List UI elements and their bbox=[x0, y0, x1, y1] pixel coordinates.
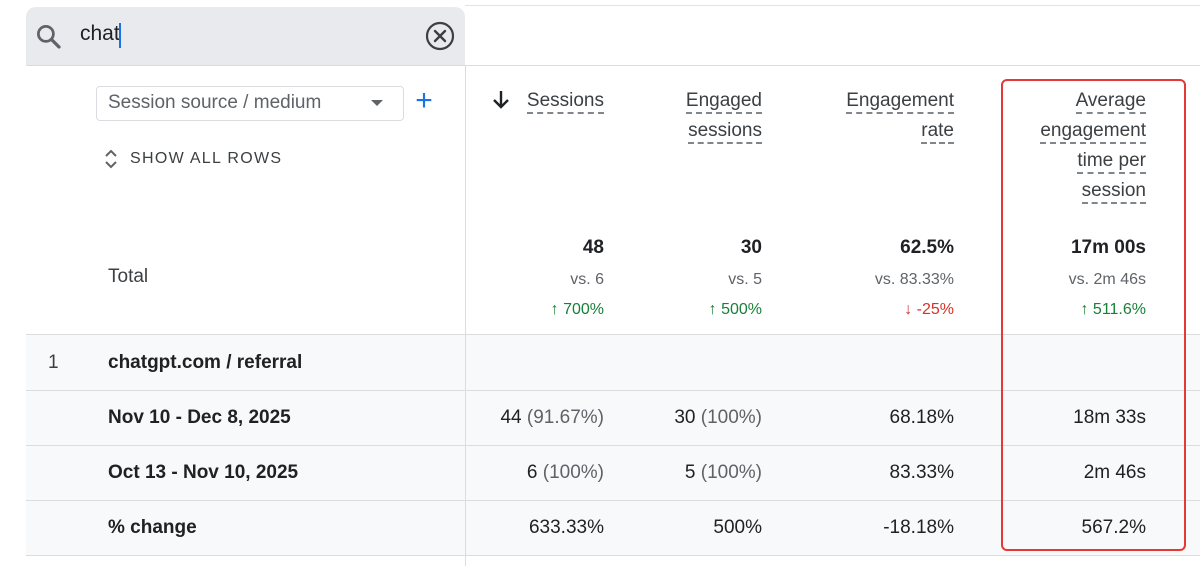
column-header-line: engagement bbox=[1040, 120, 1146, 144]
clear-search-icon[interactable] bbox=[424, 20, 456, 52]
total-avg-engagement-time-change: ↑ 511.6% bbox=[1080, 301, 1146, 319]
total-label: Total bbox=[108, 266, 149, 287]
cell-value: 18m 33s bbox=[1073, 407, 1146, 428]
cell-value: 30 bbox=[674, 407, 696, 428]
row-divider bbox=[26, 555, 1200, 556]
arrow-up-icon: ↑ bbox=[708, 301, 722, 318]
highlight-box bbox=[1001, 79, 1186, 551]
row-label: % change bbox=[108, 517, 197, 538]
arrow-up-icon: ↑ bbox=[1080, 301, 1093, 318]
cell-value: 44 bbox=[500, 407, 522, 428]
column-header-line: session bbox=[1081, 180, 1146, 204]
table-cell: 30 (100%) bbox=[674, 407, 762, 429]
expand-collapse-icon bbox=[105, 149, 117, 169]
total-sessions: 48 bbox=[582, 237, 604, 258]
column-header-line: sessions bbox=[688, 120, 762, 144]
total-engagement-rate-comparison: vs. 83.33% bbox=[874, 271, 954, 288]
column-header-sessions[interactable]: Sessions bbox=[526, 86, 604, 116]
row-divider bbox=[26, 445, 1200, 446]
total-engagement-rate-change: ↓ -25% bbox=[904, 301, 954, 319]
change-value: 511.6% bbox=[1092, 301, 1146, 318]
column-header-line: Average bbox=[1075, 90, 1146, 114]
column-header-line: Engaged bbox=[685, 90, 762, 114]
cell-percent: (91.67%) bbox=[521, 407, 604, 428]
table-cell: 2m 46s bbox=[1084, 462, 1146, 484]
column-header-avg-engagement-time[interactable]: Average engagement time per session bbox=[1040, 86, 1146, 206]
show-all-rows-button[interactable]: SHOW ALL ROWS bbox=[104, 146, 282, 172]
total-sessions-comparison: vs. 6 bbox=[570, 271, 604, 288]
row-label: Nov 10 - Dec 8, 2025 bbox=[108, 407, 291, 428]
cell-percent: (100%) bbox=[537, 462, 604, 483]
dropdown-caret-icon bbox=[371, 100, 383, 106]
row-index: 1 bbox=[48, 352, 59, 373]
cell-value: -18.18% bbox=[883, 517, 954, 538]
column-divider bbox=[465, 335, 466, 566]
table-cell: -18.18% bbox=[883, 517, 954, 539]
column-header-line: Engagement bbox=[846, 90, 954, 114]
column-divider bbox=[465, 65, 466, 566]
row-divider bbox=[26, 390, 1200, 391]
sort-descending-icon[interactable] bbox=[490, 88, 512, 112]
table-cell: 633.33% bbox=[529, 517, 604, 539]
table-cell: 68.18% bbox=[890, 407, 954, 429]
table-cell: 83.33% bbox=[890, 462, 954, 484]
dimension-select[interactable] bbox=[96, 86, 404, 121]
cell-value: 83.33% bbox=[889, 462, 954, 483]
show-all-rows-label: SHOW ALL ROWS bbox=[130, 150, 283, 167]
column-header-engaged-sessions[interactable]: Engaged sessions bbox=[685, 86, 762, 146]
total-sessions-change: ↑ 700% bbox=[551, 301, 604, 319]
search-input[interactable] bbox=[80, 17, 400, 51]
cell-value: 6 bbox=[526, 462, 538, 483]
arrow-up-icon: ↑ bbox=[550, 301, 564, 318]
add-dimension-button[interactable]: + bbox=[415, 84, 433, 117]
cell-value: 633.33% bbox=[528, 517, 604, 538]
header-divider bbox=[26, 65, 1200, 66]
dimension-select-label: Session source / medium bbox=[108, 92, 322, 113]
cell-percent: (100%) bbox=[695, 462, 762, 483]
total-avg-engagement-time: 17m 00s bbox=[1070, 237, 1146, 258]
total-avg-engagement-time-comparison: vs. 2m 46s bbox=[1068, 271, 1146, 288]
change-value: -25% bbox=[916, 301, 954, 318]
cell-value: 567.2% bbox=[1081, 517, 1146, 538]
group-label[interactable]: chatgpt.com / referral bbox=[108, 352, 303, 373]
total-engagement-rate: 62.5% bbox=[900, 237, 954, 258]
cell-value: 2m 46s bbox=[1083, 462, 1146, 483]
change-value: 500% bbox=[721, 301, 762, 318]
table-row[interactable] bbox=[26, 391, 1200, 445]
text-cursor bbox=[119, 23, 121, 48]
change-value: 700% bbox=[563, 301, 604, 318]
table-cell: 6 (100%) bbox=[527, 462, 604, 484]
column-header-line: time per bbox=[1077, 150, 1146, 174]
row-label: Oct 13 - Nov 10, 2025 bbox=[108, 462, 299, 483]
table-cell: 18m 33s bbox=[1073, 407, 1146, 429]
table-cell: 5 (100%) bbox=[685, 462, 762, 484]
column-header-line: rate bbox=[921, 120, 954, 144]
total-engaged-sessions: 30 bbox=[740, 237, 762, 258]
arrow-down-icon: ↓ bbox=[904, 301, 917, 318]
top-divider bbox=[465, 5, 1200, 6]
total-engaged-sessions-change: ↑ 500% bbox=[709, 301, 762, 319]
table-cell: 44 (91.67%) bbox=[500, 407, 604, 429]
cell-percent: (100%) bbox=[695, 407, 762, 428]
cell-value: 5 bbox=[684, 462, 696, 483]
table-cell: 500% bbox=[713, 517, 762, 539]
cell-value: 68.18% bbox=[889, 407, 954, 428]
table-row[interactable] bbox=[26, 446, 1200, 500]
row-divider bbox=[26, 334, 1200, 335]
row-divider bbox=[26, 500, 1200, 501]
column-header-line: Sessions bbox=[526, 90, 604, 114]
column-header-engagement-rate[interactable]: Engagement rate bbox=[846, 86, 954, 146]
cell-value: 500% bbox=[713, 517, 762, 538]
table-row-group[interactable] bbox=[26, 335, 1200, 390]
table-cell: 567.2% bbox=[1082, 517, 1146, 539]
search-icon bbox=[37, 25, 61, 49]
total-engaged-sessions-comparison: vs. 5 bbox=[728, 271, 762, 288]
